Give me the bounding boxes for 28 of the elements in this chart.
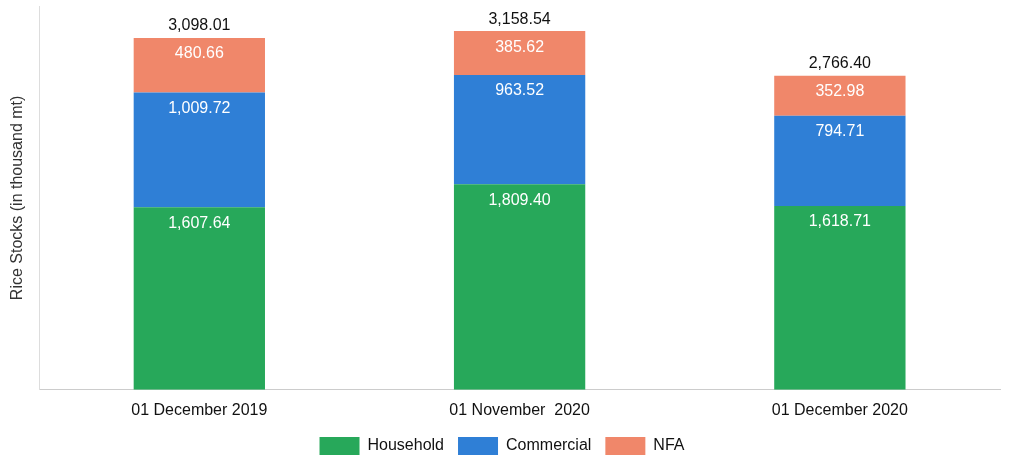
bar	[774, 115, 906, 206]
bar	[133, 207, 265, 390]
data-label: 794.71	[815, 122, 865, 140]
total-label: 3,098.01	[168, 16, 231, 34]
data-label: 480.66	[174, 44, 224, 62]
bar	[453, 31, 586, 75]
data-label: 1,607.64	[168, 213, 231, 231]
data-label: 352.98	[815, 82, 865, 100]
legend-label: NFA	[653, 436, 685, 454]
bar	[133, 92, 265, 208]
bar	[774, 75, 906, 116]
legend-label: Commercial	[506, 436, 592, 454]
legend-label: Household	[367, 436, 445, 454]
total-label: 2,766.40	[808, 54, 872, 72]
bar	[453, 74, 586, 185]
data-label: 1,618.71	[808, 212, 872, 230]
data-label: 1,009.72	[168, 98, 231, 116]
bar	[774, 205, 906, 390]
bar	[453, 184, 586, 390]
data-label: 963.52	[495, 81, 545, 99]
x-tick-label: 01 December 2019	[131, 400, 268, 418]
x-tick-label: 01 December 2020	[771, 400, 909, 418]
x-tick-label: 01 November 2020	[449, 400, 590, 418]
data-label: 385.62	[495, 37, 545, 55]
y-axis-title: Rice Stocks (in thousand mt)	[8, 95, 26, 301]
total-label: 3,158.54	[488, 9, 551, 27]
data-label: 1,809.40	[488, 190, 551, 208]
bar	[133, 37, 265, 93]
